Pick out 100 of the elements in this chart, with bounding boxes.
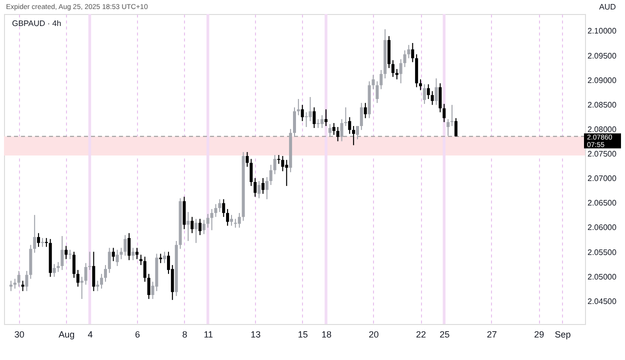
candlestick — [277, 154, 280, 164]
candlestick — [230, 214, 233, 226]
candlestick — [446, 118, 450, 136]
candlestick — [143, 256, 146, 282]
candlestick — [218, 198, 222, 212]
candlestick — [304, 112, 308, 128]
candlestick — [254, 178, 257, 198]
candlestick — [60, 236, 64, 270]
y-tick-label: 2.04500 — [588, 296, 617, 306]
candlestick — [163, 251, 166, 264]
candlestick — [258, 180, 261, 199]
candlestick — [438, 82, 442, 113]
candlestick — [104, 264, 107, 282]
candlestick — [182, 196, 186, 230]
candlestick — [128, 232, 131, 261]
candlestick — [222, 198, 226, 218]
candlestick — [198, 218, 202, 236]
x-tick-label: 4 — [88, 330, 93, 340]
candlestick — [92, 251, 96, 292]
candlestick — [238, 212, 241, 228]
candlestick — [206, 213, 210, 228]
y-tick-label: 2.05000 — [588, 272, 617, 282]
y-tick-label: 2.10000 — [588, 26, 617, 36]
candlestick — [17, 270, 20, 288]
candlestick — [21, 280, 24, 292]
candlestick — [202, 219, 206, 235]
x-tick-label: 25 — [440, 330, 450, 340]
candlestick — [44, 238, 48, 248]
y-tick-label: 2.08500 — [588, 100, 617, 110]
candlestick — [13, 278, 16, 290]
y-tick-label: 2.08000 — [588, 124, 617, 134]
candlestick — [320, 114, 324, 128]
x-tick-label: 8 — [182, 330, 188, 340]
candlestick — [246, 152, 249, 168]
candlestick — [411, 42, 414, 63]
candlestick — [147, 273, 150, 300]
x-tick-label: 15 — [298, 330, 308, 340]
candlestick — [33, 214, 36, 254]
candlestick — [352, 126, 356, 146]
candlestick — [285, 159, 288, 186]
candlestick — [139, 254, 142, 266]
candlestick — [324, 108, 328, 127]
x-tick-label: 11 — [204, 330, 214, 340]
candlestick — [68, 249, 72, 260]
candlestick — [281, 155, 284, 172]
candlestick — [332, 122, 336, 136]
x-tick-label: Aug — [58, 330, 75, 340]
candlestick — [226, 208, 230, 226]
candlestick — [399, 58, 402, 84]
x-tick-label: 22 — [416, 330, 426, 340]
candlestick — [190, 216, 194, 234]
candlestick — [9, 280, 12, 292]
candlestick — [356, 126, 360, 140]
candlestick — [293, 106, 296, 138]
candlestick — [112, 247, 115, 262]
candlestick — [40, 238, 44, 248]
candlestick — [261, 178, 264, 194]
candlestick — [360, 102, 363, 130]
candlestick — [100, 273, 104, 290]
candlestick — [312, 106, 316, 128]
y-tick-label: 2.09500 — [588, 51, 617, 60]
candlestick — [37, 232, 40, 248]
candlestick — [250, 158, 253, 186]
candlestick — [380, 70, 383, 90]
candlestick — [454, 118, 458, 137]
candlestick — [25, 270, 28, 292]
candlestick — [159, 253, 162, 264]
y-tick-label: 2.07500 — [588, 150, 617, 159]
y-tick-label: 2.07000 — [588, 174, 617, 184]
candlestick — [434, 78, 438, 106]
x-tick-label: 30 — [14, 330, 24, 340]
candlestick — [422, 84, 426, 104]
candlestick — [430, 90, 434, 106]
candlestick — [364, 102, 367, 119]
candlestick — [108, 247, 111, 274]
candlestick — [76, 269, 80, 288]
candlestick — [300, 104, 304, 122]
candlestick — [116, 249, 119, 267]
x-tick-label: Sep — [554, 330, 571, 340]
candlestick — [391, 60, 394, 78]
candlestick — [328, 124, 332, 138]
candlestick — [96, 280, 100, 292]
text: GBPAUD · 4h — [12, 19, 62, 28]
candlestick — [269, 164, 272, 186]
candlestick — [194, 218, 198, 244]
candlestick — [426, 84, 430, 100]
candlestick — [52, 264, 56, 278]
candlestick — [348, 116, 352, 134]
candlestick — [64, 245, 68, 260]
y-tick-label: 2.05500 — [588, 248, 617, 257]
candlestick — [72, 251, 76, 278]
x-tick-label: 27 — [486, 330, 497, 340]
candlestick — [308, 96, 312, 122]
x-tick-label: 29 — [534, 330, 544, 340]
candlestick — [450, 104, 454, 127]
candlestick — [336, 126, 340, 142]
candlestick — [273, 154, 276, 175]
y-tick-label: 2.09000 — [588, 76, 617, 85]
y-axis-title: AUD — [599, 2, 616, 12]
candlestick — [186, 211, 190, 242]
